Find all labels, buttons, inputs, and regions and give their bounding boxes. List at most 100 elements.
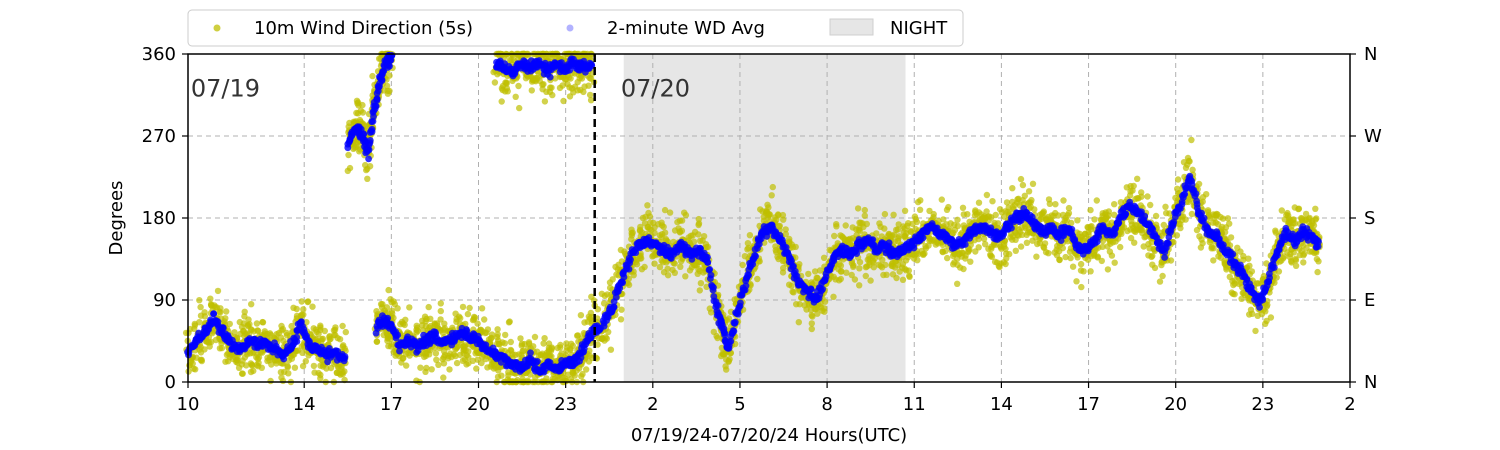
wd5s-point (650, 219, 657, 227)
wd5s-point (837, 268, 845, 275)
wd5s-point (386, 72, 393, 79)
wd5s-point (1117, 243, 1124, 251)
wd5s-point (1009, 236, 1016, 243)
wd5s-point (1196, 233, 1203, 240)
wd5s-point (850, 262, 857, 269)
wd5s-point (790, 289, 797, 296)
wd5s-point (1065, 204, 1073, 212)
wd5s-point (1017, 243, 1025, 250)
wd5s-point (1284, 209, 1291, 217)
wd5s-point (689, 232, 696, 239)
wd5s-point (300, 311, 307, 318)
wd5s-point (964, 211, 971, 218)
wd5s-point (315, 330, 322, 338)
wd5s-point (768, 192, 775, 199)
wd5s-point (975, 244, 982, 251)
wd5s-point (944, 254, 951, 262)
wd5s-point (704, 243, 712, 251)
wd5s-point (609, 276, 616, 283)
wd5s-point (983, 191, 991, 199)
wd5s-point (243, 330, 251, 337)
wd5s-point (578, 75, 586, 82)
wd5s-point (1173, 232, 1181, 239)
wd5s-point (1023, 239, 1031, 246)
wd5s-point (1144, 193, 1151, 200)
wd5s-point (342, 328, 349, 336)
wd5s-point (284, 364, 291, 371)
wd5s-point (1012, 247, 1019, 254)
wd5s-point (960, 265, 967, 273)
wd5s-point (201, 346, 208, 353)
wd5s-point (1272, 227, 1279, 234)
wd5s-point (567, 75, 574, 82)
wd5s-point (196, 319, 203, 326)
wd5s-point (208, 338, 215, 346)
wd5s-point (463, 361, 470, 368)
wd5s-point (618, 306, 625, 313)
wd-avg-point (534, 358, 541, 365)
wd5s-point (1025, 188, 1033, 195)
wd5s-point (385, 286, 392, 294)
wd5s-point (317, 375, 324, 382)
wd5s-point (881, 210, 889, 218)
wd5s-point (403, 362, 410, 369)
wd5s-point (1078, 283, 1085, 291)
wd5s-point (782, 230, 789, 238)
wd5s-point (833, 221, 840, 228)
wd5s-point (309, 303, 316, 310)
wd5s-point (700, 233, 708, 240)
wd5s-point (406, 304, 413, 311)
wd5s-point (1159, 272, 1166, 280)
wd5s-point (498, 98, 505, 105)
wd5s-point (820, 254, 828, 261)
wd5s-point (1273, 274, 1280, 281)
wd5s-point (1073, 278, 1080, 285)
wd5s-point (1056, 256, 1063, 264)
wd5s-point (473, 365, 480, 372)
wd5s-point (646, 226, 653, 233)
wd5s-point (383, 304, 391, 311)
wd5s-point (1313, 215, 1320, 222)
wd5s-point (299, 362, 307, 370)
wd5s-point (1060, 197, 1067, 204)
wd5s-point (782, 226, 789, 233)
wd5s-point (359, 109, 367, 116)
wd5s-point (660, 223, 667, 231)
wd5s-point (288, 322, 295, 330)
wd5s-point (1188, 136, 1195, 144)
wd5s-point (1031, 206, 1038, 213)
wd5s-point (446, 366, 453, 373)
wd5s-point (279, 377, 287, 385)
wd5s-point (362, 161, 369, 169)
wd5s-point (938, 196, 945, 203)
wd5s-point (603, 335, 610, 342)
wd5s-point (696, 287, 703, 294)
wd5s-point (285, 370, 292, 377)
wd5s-point (300, 306, 307, 313)
wd5s-point (661, 229, 669, 236)
wd5s-point (519, 348, 526, 355)
wd5s-point (214, 287, 222, 295)
wd5s-point (831, 232, 838, 240)
wd5s-point (1167, 257, 1175, 264)
wd5s-point (317, 322, 324, 329)
wd5s-point (830, 293, 837, 300)
wd5s-point (559, 82, 566, 89)
wd5s-point (744, 240, 752, 247)
wd5s-point (837, 275, 844, 283)
wd5s-point (506, 318, 513, 325)
wd5s-point (1077, 260, 1085, 268)
wd5s-point (1314, 268, 1321, 276)
wd5s-point (630, 272, 637, 279)
wd5s-point (1182, 216, 1189, 223)
wd5s-point (1080, 268, 1087, 275)
wd5s-point (1040, 243, 1047, 250)
wd5s-point (1105, 212, 1112, 219)
wd5s-point (989, 198, 996, 205)
wd5s-point (881, 225, 888, 232)
wd5s-point (494, 331, 501, 338)
wd5s-point (530, 343, 537, 350)
wd5s-point (861, 212, 868, 219)
wd5s-point (498, 85, 506, 92)
wd5s-point (1052, 201, 1059, 208)
